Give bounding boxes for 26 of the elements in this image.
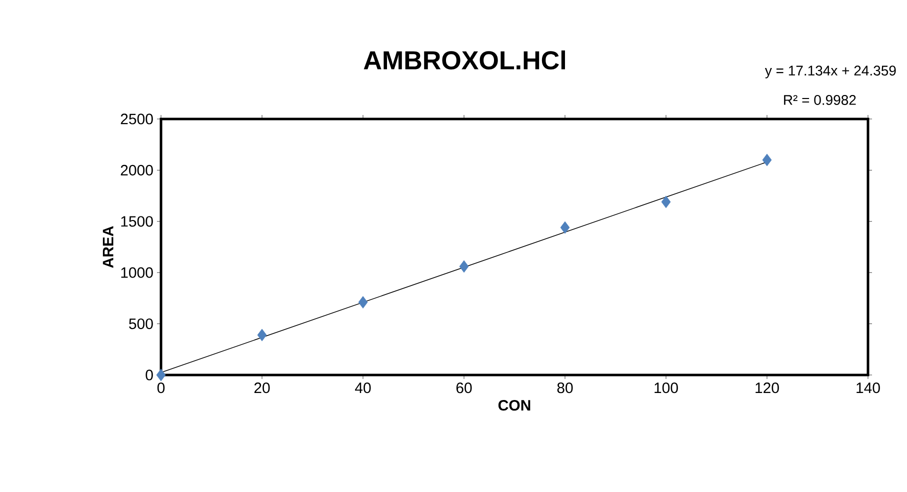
y-axis-title: AREA: [102, 226, 114, 268]
x-tick-label: 140: [856, 382, 880, 394]
point: [358, 296, 368, 308]
point: [762, 154, 772, 166]
y-tick-label: 1500: [121, 216, 153, 227]
point: [459, 260, 469, 273]
text: y = 17.134x + 24.359: [764, 66, 896, 78]
point: [257, 328, 267, 342]
y-tick-label: 500: [129, 318, 153, 330]
y-tick-label: 2500: [120, 114, 153, 124]
x-axis-title: CON: [498, 400, 530, 411]
x-tick-label: 120: [756, 382, 779, 394]
x-tick-label: 60: [456, 382, 472, 394]
x-tick-label: 80: [557, 382, 573, 394]
y-tick-label: 1000: [121, 267, 153, 278]
text: R² = 0.9982: [784, 95, 856, 105]
x-tick-label: 40: [355, 382, 371, 394]
x-tick-label: 100: [654, 382, 678, 394]
y-tick-label: 0: [146, 370, 153, 380]
x-tick-label: 0: [157, 382, 165, 394]
point: [156, 368, 166, 382]
chart-title: AMBROXOL.HCl: [364, 50, 565, 70]
point: [560, 221, 570, 234]
point: [661, 196, 671, 208]
y-tick-label: 2000: [120, 164, 153, 176]
x-tick-label: 20: [254, 382, 270, 394]
